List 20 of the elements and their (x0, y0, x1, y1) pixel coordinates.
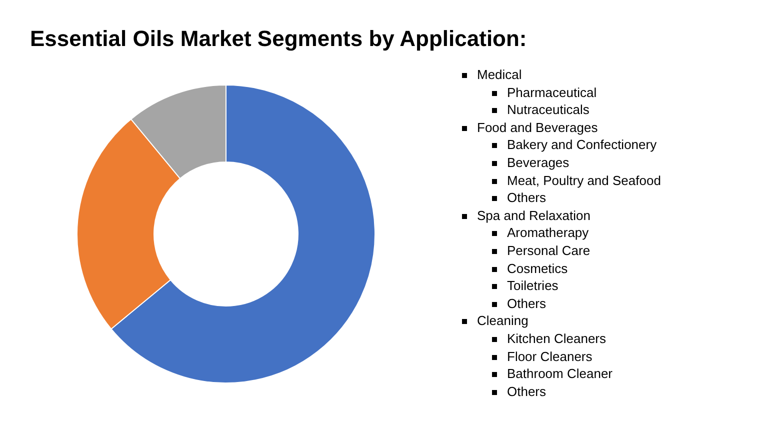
text: Cleaning (476, 312, 530, 330)
text: Medical (476, 66, 523, 84)
text: Food and Beverages (476, 118, 599, 136)
chart-title: Essential Oils Market Segments by Application: (30, 26, 527, 52)
text: Spa and Relaxation (476, 206, 592, 224)
text: Personal Care (506, 242, 592, 260)
text: Nutraceuticals (506, 101, 590, 119)
text: Bakery and Confectionery (506, 136, 658, 154)
text: Meat, Poultry and Seafood (506, 172, 661, 190)
text: Aromatherapy (506, 224, 590, 242)
text: Others (506, 189, 548, 207)
text: Bathroom Cleaner (506, 365, 614, 383)
text: Kitchen Cleaners (506, 330, 607, 348)
text: Others (506, 382, 548, 400)
text: Others (506, 294, 548, 312)
text: Pharmaceutical (506, 84, 598, 102)
text: Floor Cleaners (506, 348, 594, 366)
text: Beverages (506, 154, 570, 172)
text: Cosmetics (506, 260, 569, 278)
text: Toiletries (506, 277, 560, 295)
